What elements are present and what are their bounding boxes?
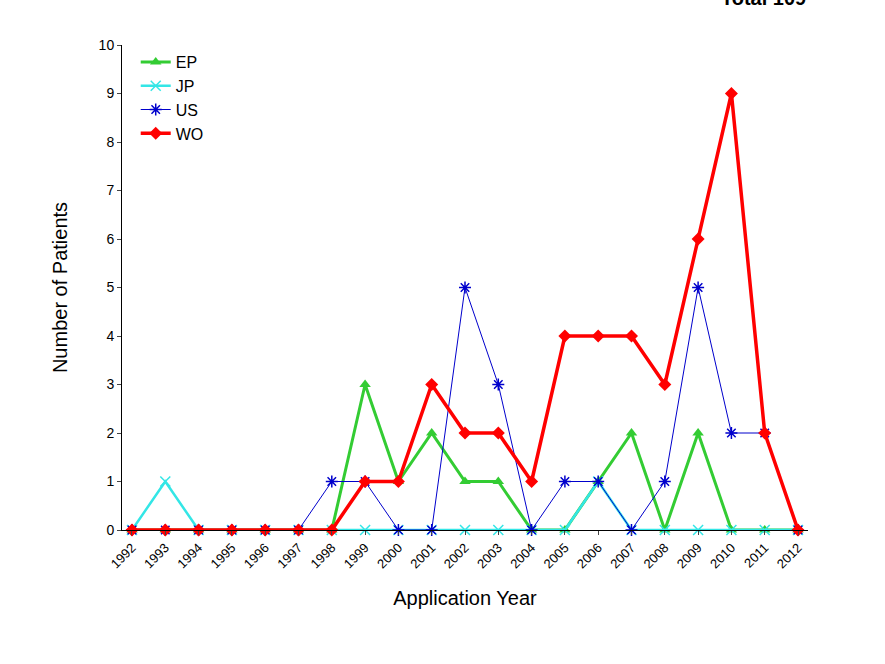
svg-text:1997: 1997 (274, 540, 305, 571)
svg-text:WO: WO (176, 126, 204, 143)
svg-text:2005: 2005 (541, 540, 572, 571)
svg-text:US: US (176, 102, 198, 119)
svg-text:1: 1 (106, 473, 114, 489)
svg-text:7: 7 (106, 182, 114, 198)
svg-text:8: 8 (106, 134, 114, 150)
svg-text:2012: 2012 (774, 540, 805, 571)
svg-text:9: 9 (106, 85, 114, 101)
svg-text:6: 6 (106, 231, 114, 247)
svg-text:0: 0 (106, 522, 114, 538)
svg-text:Total 109: Total 109 (721, 0, 806, 9)
svg-text:2003: 2003 (474, 540, 505, 571)
svg-text:10: 10 (99, 37, 115, 53)
svg-text:2001: 2001 (407, 540, 438, 571)
svg-text:1994: 1994 (174, 540, 205, 571)
svg-text:1996: 1996 (241, 540, 272, 571)
svg-text:2004: 2004 (507, 540, 538, 571)
svg-text:1995: 1995 (208, 540, 239, 571)
svg-text:2: 2 (106, 425, 114, 441)
svg-text:2007: 2007 (607, 540, 638, 571)
svg-text:1993: 1993 (141, 540, 172, 571)
svg-text:Application Year: Application Year (393, 587, 537, 609)
svg-text:2002: 2002 (441, 540, 472, 571)
svg-text:Number of Patients: Number of Patients (49, 202, 71, 373)
svg-text:1992: 1992 (108, 540, 139, 571)
svg-text:2008: 2008 (640, 540, 671, 571)
svg-text:1999: 1999 (341, 540, 372, 571)
svg-text:EP: EP (176, 54, 197, 71)
svg-text:3: 3 (106, 376, 114, 392)
svg-text:4: 4 (106, 328, 114, 344)
svg-text:JP: JP (176, 78, 195, 95)
svg-text:2006: 2006 (574, 540, 605, 571)
svg-text:2011: 2011 (741, 540, 771, 570)
svg-text:1998: 1998 (307, 540, 338, 571)
svg-text:2010: 2010 (707, 540, 738, 571)
svg-text:2009: 2009 (674, 540, 705, 571)
svg-text:2000: 2000 (374, 540, 405, 571)
svg-text:5: 5 (106, 279, 114, 295)
